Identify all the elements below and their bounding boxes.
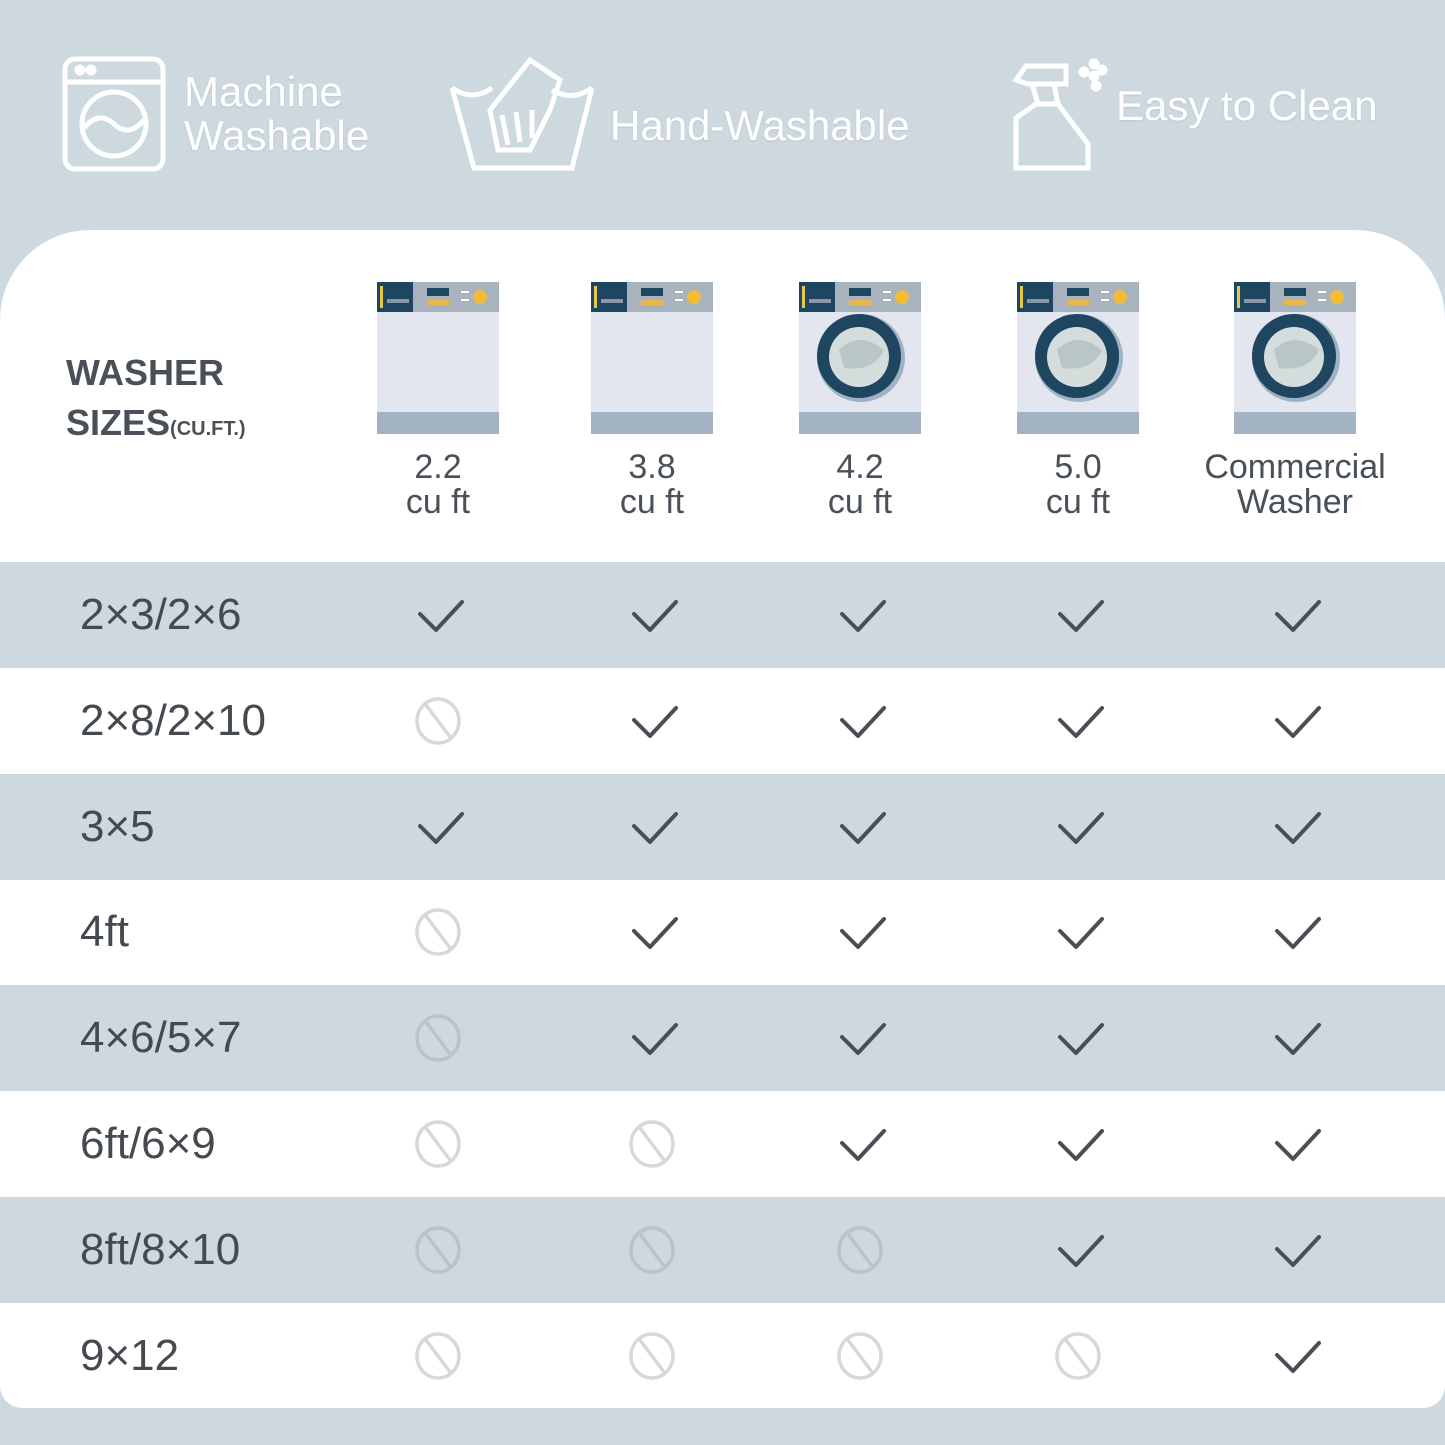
column-header: 3.8 cu ft	[532, 450, 772, 520]
column-header: Commercial Washer	[1175, 450, 1415, 520]
rug-size-label: 9×12	[80, 1330, 180, 1380]
column-header-line2: Washer	[1237, 483, 1353, 521]
table-row: 4ft	[0, 879, 1445, 985]
column-header-line2: cu ft	[405, 483, 471, 521]
check-icon	[1275, 705, 1321, 738]
check-icon	[1058, 917, 1104, 950]
header-line: SIZES	[66, 402, 171, 443]
column-header-line2: cu ft	[1045, 483, 1111, 521]
column-header-line1: 5.0	[1054, 448, 1102, 486]
check-icon	[1275, 1340, 1321, 1373]
header-line: WASHER	[66, 352, 225, 393]
washer-icon	[591, 280, 713, 436]
feature-hand-washable: Hand-Washable	[448, 50, 910, 172]
table-row: 2×8/2×10	[0, 668, 1445, 774]
table-row: 9×12	[0, 1303, 1445, 1408]
rug-size-label: 6ft/6×9	[80, 1119, 216, 1168]
column-header: 5.0 cu ft	[958, 450, 1198, 520]
spray-bottle-icon	[1012, 58, 1108, 171]
check-icon	[1275, 811, 1321, 844]
not-compatible-icon	[629, 1120, 675, 1168]
feature-machine-washable: Machine Washable	[62, 56, 369, 172]
check-icon	[1275, 1234, 1321, 1267]
hand-wash-basin-icon	[449, 56, 595, 171]
washer-icon	[1234, 280, 1356, 436]
check-icon	[840, 917, 886, 950]
table-header-title: WASHER SIZES(CU.FT.)	[66, 348, 246, 454]
not-compatible-icon	[837, 1226, 883, 1274]
column-header: 4.2 cu ft	[740, 450, 980, 520]
not-compatible-icon	[415, 1226, 461, 1274]
check-icon	[418, 811, 464, 844]
check-icon	[1058, 1129, 1104, 1161]
check-icon	[1058, 1023, 1104, 1056]
check-icon	[840, 1129, 886, 1161]
table-row: 8ft/8×10	[0, 1196, 1445, 1303]
not-compatible-icon	[415, 1331, 461, 1380]
check-icon	[840, 811, 886, 844]
not-compatible-icon	[415, 908, 461, 957]
column-header-line2: cu ft	[619, 483, 685, 521]
washer-icon	[1017, 280, 1139, 436]
check-icon	[632, 811, 678, 844]
rug-size-label: 3×5	[80, 801, 155, 851]
check-icon	[1275, 600, 1321, 632]
table-row: 3×5	[0, 773, 1445, 880]
feature-easy-to-clean: Easy to Clean	[1012, 58, 1377, 174]
check-icon	[1275, 1129, 1321, 1161]
check-icon	[840, 1023, 886, 1056]
not-compatible-icon	[837, 1331, 883, 1380]
column-header-line1: 3.8	[628, 448, 676, 486]
not-compatible-icon	[415, 1014, 461, 1062]
check-icon	[840, 705, 886, 738]
table-row: 6ft/6×9	[0, 1091, 1445, 1197]
feature-label: Easy to Clean	[1116, 82, 1378, 129]
rug-size-label: 4×6/5×7	[80, 1013, 242, 1063]
feature-label: Hand-Washable	[610, 102, 910, 149]
column-header-line1: 2.2	[414, 448, 462, 486]
check-icon	[1058, 811, 1104, 844]
not-compatible-icon	[629, 1331, 675, 1380]
feature-label-line: Washable	[184, 112, 370, 159]
rug-size-label: 2×3/2×6	[80, 590, 242, 639]
not-compatible-icon	[629, 1226, 675, 1274]
check-icon	[1058, 705, 1104, 738]
column-header-line2: cu ft	[827, 483, 893, 521]
table-row: 4×6/5×7	[0, 985, 1445, 1092]
check-icon	[1275, 1023, 1321, 1056]
washer-icon	[377, 280, 499, 436]
column-header: 2.2 cu ft	[318, 450, 558, 520]
not-compatible-icon	[415, 697, 461, 745]
rug-size-label: 8ft/8×10	[80, 1224, 241, 1274]
check-icon	[632, 600, 678, 632]
check-icon	[1275, 917, 1321, 950]
rug-size-label: 4ft	[80, 907, 129, 957]
header-unit: (CU.FT.)	[170, 418, 246, 440]
check-icon	[840, 600, 886, 632]
check-icon	[632, 705, 678, 738]
check-icon	[632, 1023, 678, 1056]
washing-machine-icon	[62, 56, 166, 172]
not-compatible-icon	[415, 1120, 461, 1168]
feature-label-line: Machine	[184, 68, 343, 115]
column-header-line1: 4.2	[836, 448, 884, 486]
check-icon	[1058, 600, 1104, 632]
column-header-line1: Commercial	[1204, 448, 1386, 486]
rug-size-label: 2×8/2×10	[80, 695, 266, 745]
not-compatible-icon	[1055, 1331, 1101, 1380]
check-icon	[1058, 1234, 1104, 1267]
washer-icon	[799, 280, 921, 436]
check-icon	[632, 917, 678, 950]
table-row: 2×3/2×6	[0, 562, 1445, 668]
compatibility-table: WASHER SIZES(CU.FT.) 2.2 cu ft 3.8 cu ft 4…	[0, 230, 1445, 1408]
check-icon	[418, 600, 464, 632]
